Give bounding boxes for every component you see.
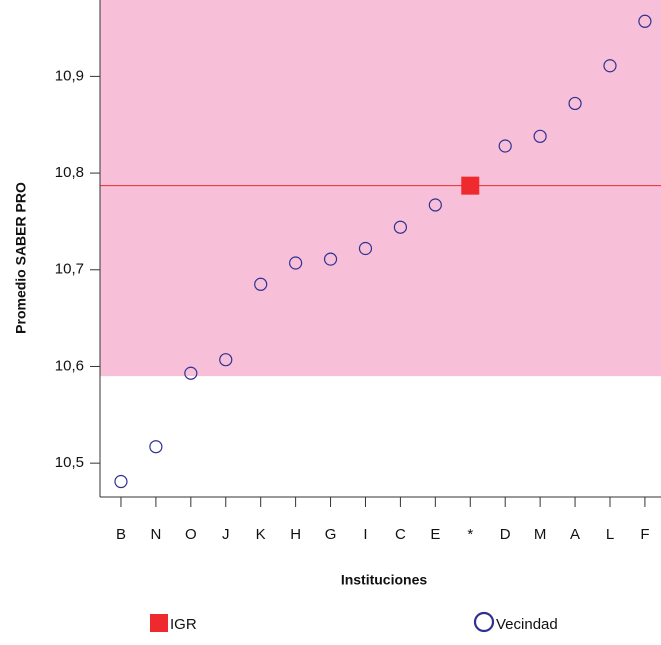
y-tick-label: 10,6 [55, 357, 84, 374]
point [428, 198, 442, 212]
x-tick-label: J [222, 526, 230, 543]
point [114, 474, 128, 489]
point [498, 139, 512, 153]
x-tick-label: M [534, 526, 547, 543]
point [184, 366, 198, 380]
x-tick-label: L [606, 526, 614, 543]
point [461, 176, 480, 195]
point [533, 129, 547, 143]
point [603, 59, 617, 73]
x-tick-label: N [150, 526, 161, 543]
point [254, 277, 268, 291]
point [149, 440, 163, 454]
legend-marker [150, 614, 168, 632]
x-tick-label: O [185, 526, 197, 543]
point [289, 256, 303, 270]
x-tick-label: * [467, 526, 473, 543]
x-tick-label: A [570, 526, 580, 543]
x-tick-label: G [325, 526, 337, 543]
legend-label: IGR [170, 616, 197, 633]
y-tick-label: 10,5 [55, 454, 84, 471]
point [323, 252, 338, 266]
y-tick-label: 10,9 [55, 67, 84, 84]
point [393, 220, 408, 234]
range-band [100, 0, 661, 377]
x-tick-label: E [430, 526, 440, 543]
x-tick-label: D [500, 526, 511, 543]
point [568, 96, 582, 111]
y-tick-label: 10,8 [55, 164, 84, 181]
x-tick-label: F [640, 526, 649, 543]
point [358, 241, 373, 256]
y-axis-label: Promedio SABER PRO [13, 182, 29, 334]
x-tick-label: H [290, 526, 301, 543]
x-tick-label: K [256, 526, 266, 543]
x-tick-label: I [363, 526, 367, 543]
x-tick-label: B [116, 526, 126, 543]
legend-marker [473, 611, 495, 633]
legend-label: Vecindad [496, 616, 558, 633]
point [638, 14, 652, 28]
x-tick-label: C [395, 526, 406, 543]
x-axis-label: Instituciones [341, 572, 428, 588]
point [219, 353, 233, 367]
y-tick-label: 10,7 [55, 261, 84, 278]
